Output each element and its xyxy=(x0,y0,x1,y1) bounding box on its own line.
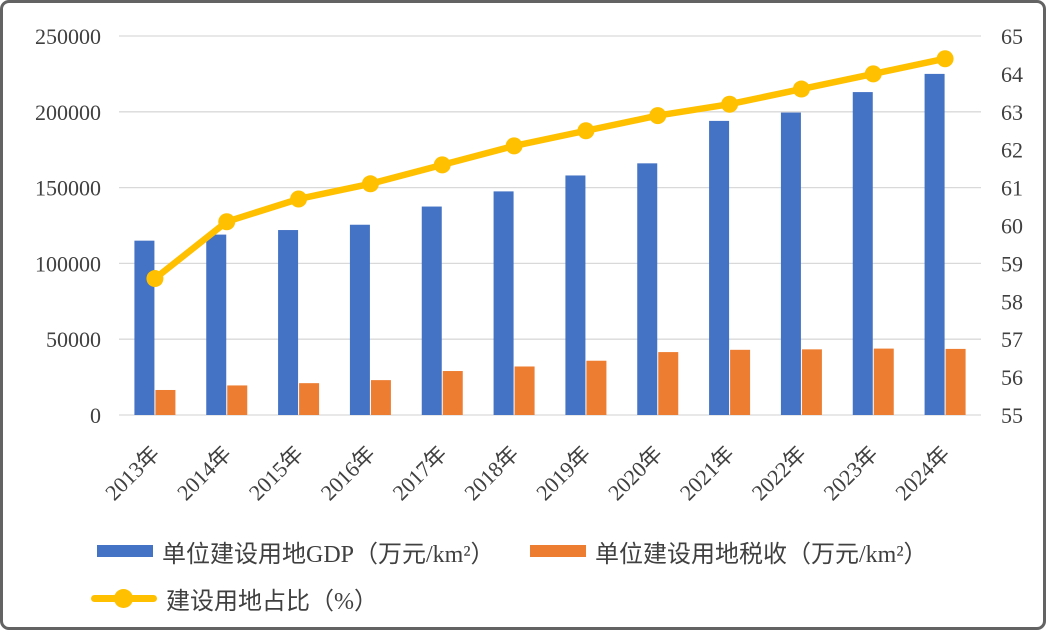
x-axis-tick-label: 2020年 xyxy=(603,441,667,505)
ratio-line-marker xyxy=(721,95,739,113)
tax-bar xyxy=(801,349,822,415)
left-axis-tick-label: 100000 xyxy=(35,251,101,276)
ratio-line-marker xyxy=(936,50,954,68)
gdp-bar xyxy=(349,224,370,415)
ratio-line-marker xyxy=(218,213,236,231)
right-axis-tick-label: 55 xyxy=(1001,403,1023,428)
gdp-bar xyxy=(421,206,442,415)
gdp-bar xyxy=(852,92,873,415)
tax-bar xyxy=(945,348,966,415)
tax-bar xyxy=(586,360,607,415)
legend-item-gdp: 单位建设用地GDP（万元/km²） xyxy=(97,537,495,568)
tax-bar xyxy=(155,389,176,415)
x-axis-tick-label: 2017年 xyxy=(387,441,451,505)
x-axis-tick-label: 2023年 xyxy=(818,441,882,505)
tax-bar xyxy=(730,349,751,415)
legend-swatch-gdp-bar xyxy=(97,545,153,557)
ratio-line-marker xyxy=(864,65,882,83)
x-axis-tick-label: 2015年 xyxy=(244,441,308,505)
x-axis-tick-label: 2018年 xyxy=(459,441,523,505)
legend-swatch-ratio-line xyxy=(91,588,157,608)
tax-bar xyxy=(658,352,679,415)
gdp-bar xyxy=(206,234,227,415)
tax-bar xyxy=(227,385,248,415)
x-axis-tick-label: 2016年 xyxy=(316,441,380,505)
tax-bar xyxy=(299,383,320,415)
ratio-line-marker xyxy=(577,122,595,140)
tax-bar xyxy=(873,348,894,415)
tax-bar xyxy=(370,380,391,415)
x-axis-tick-label: 2022年 xyxy=(747,441,811,505)
gdp-bar xyxy=(278,230,299,415)
left-axis-tick-label: 150000 xyxy=(35,176,101,201)
legend-item-ratio: 建设用地占比（%） xyxy=(91,584,378,615)
ratio-line-marker xyxy=(649,107,667,125)
right-axis-tick-label: 61 xyxy=(1001,176,1023,201)
ratio-line-marker xyxy=(792,80,810,98)
ratio-line-marker xyxy=(146,270,164,288)
left-axis-tick-label: 50000 xyxy=(46,327,101,352)
right-axis-tick-label: 58 xyxy=(1001,289,1023,314)
x-axis-tick-label: 2014年 xyxy=(172,441,236,505)
legend-marker-icon xyxy=(114,589,133,608)
gdp-bar xyxy=(924,73,945,416)
right-axis-tick-label: 56 xyxy=(1001,365,1023,390)
right-axis-tick-label: 59 xyxy=(1001,251,1023,276)
left-axis-tick-label: 250000 xyxy=(35,24,101,49)
gdp-bar xyxy=(780,112,801,416)
gdp-bar xyxy=(637,163,658,415)
gdp-bar xyxy=(709,120,730,416)
legend-label-gdp: 单位建设用地GDP（万元/km²） xyxy=(162,541,495,568)
x-axis-tick-label: 2024年 xyxy=(890,441,954,505)
right-axis-tick-label: 62 xyxy=(1001,138,1023,163)
right-axis-tick-label: 60 xyxy=(1001,214,1023,239)
legend-label-tax: 单位建设用地税收（万元/km²） xyxy=(595,541,928,568)
legend-item-tax: 单位建设用地税收（万元/km²） xyxy=(530,537,928,568)
ratio-line-marker xyxy=(433,156,451,174)
x-axis-tick-label: 2021年 xyxy=(675,441,739,505)
combo-chart-svg: 0 50000 100000 150000 200000 250000 55 56 57 58 59… xyxy=(35,24,1023,505)
gdp-bar xyxy=(565,175,586,415)
right-axis-tick-label: 63 xyxy=(1001,100,1023,125)
tax-bar xyxy=(514,366,535,415)
legend-label-ratio: 建设用地占比（%） xyxy=(166,588,378,615)
ratio-line-marker xyxy=(505,137,523,155)
x-axis-tick-label: 2013年 xyxy=(100,441,164,505)
gdp-bar xyxy=(134,240,155,415)
ratio-line xyxy=(151,55,949,282)
left-axis-tick-label: 0 xyxy=(90,403,101,428)
ratio-line-marker xyxy=(290,190,308,208)
ratio-line-marker xyxy=(361,175,379,193)
tax-bar xyxy=(442,371,463,415)
left-axis-tick-label: 200000 xyxy=(35,100,101,125)
legend-swatch-tax-bar xyxy=(530,545,586,557)
right-axis-tick-label: 57 xyxy=(1001,327,1023,352)
right-axis-tick-label: 65 xyxy=(1001,24,1023,49)
right-axis-tick-label: 64 xyxy=(1001,62,1023,87)
x-axis-tick-label: 2019年 xyxy=(531,441,595,505)
gdp-bar xyxy=(493,191,514,415)
